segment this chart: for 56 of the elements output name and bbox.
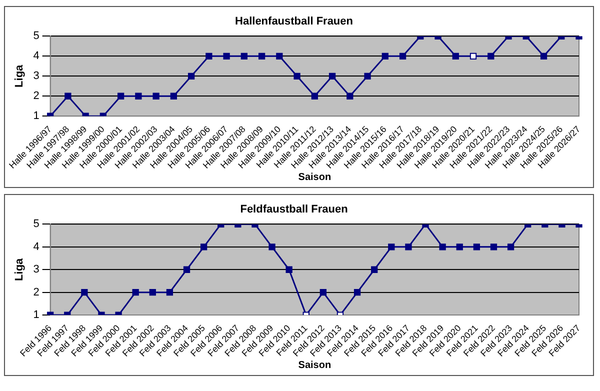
- point: [473, 244, 480, 250]
- y-tick-label: 1: [33, 110, 40, 122]
- point: [507, 244, 514, 250]
- y-tick-label: 5: [33, 218, 40, 230]
- y-tick-label: 4: [33, 50, 40, 62]
- point: [286, 266, 292, 273]
- point: [276, 52, 283, 60]
- point: [388, 244, 395, 250]
- point: [328, 72, 336, 80]
- point: [200, 244, 208, 250]
- point: [81, 289, 88, 296]
- point: [166, 289, 174, 296]
- point: [371, 266, 378, 273]
- y-axis-title: Liga: [14, 64, 26, 88]
- point: [439, 244, 446, 250]
- point: [240, 52, 248, 60]
- point: [364, 72, 371, 80]
- point: [320, 289, 327, 296]
- chart-title: Feldfaustball Frauen: [240, 204, 348, 216]
- point: [183, 266, 190, 273]
- x-axis-title: Saison: [298, 360, 332, 371]
- point: [206, 52, 212, 60]
- point: [152, 92, 160, 100]
- y-axis-title: Liga: [14, 257, 26, 281]
- point: [346, 92, 354, 100]
- y-tick-label: 4: [33, 240, 40, 253]
- point: [268, 244, 276, 250]
- point: [311, 92, 318, 100]
- point: [117, 92, 124, 100]
- y-tick-label: 5: [33, 30, 40, 42]
- point: [488, 52, 494, 60]
- point: [188, 72, 195, 80]
- point: [149, 289, 156, 296]
- y-tick-label: 2: [33, 90, 40, 102]
- point: [64, 92, 72, 100]
- point: [382, 52, 388, 60]
- point: [456, 244, 463, 250]
- point: [490, 244, 498, 250]
- chart-title: Hallenfaustball Frauen: [235, 16, 354, 28]
- point: [135, 92, 142, 100]
- point: [399, 52, 406, 60]
- point: [470, 52, 477, 60]
- point: [354, 289, 361, 296]
- y-tick-label: 3: [33, 264, 40, 276]
- y-tick-label: 2: [33, 286, 40, 298]
- y-tick-label: 3: [33, 70, 40, 82]
- y-tick-label: 1: [33, 309, 40, 322]
- point: [132, 289, 139, 296]
- point: [294, 72, 300, 80]
- point: [170, 92, 178, 100]
- x-axis-title: Saison: [298, 172, 332, 183]
- point: [223, 52, 230, 60]
- point: [405, 244, 412, 250]
- point: [540, 52, 548, 60]
- point: [452, 52, 459, 60]
- point: [258, 52, 266, 60]
